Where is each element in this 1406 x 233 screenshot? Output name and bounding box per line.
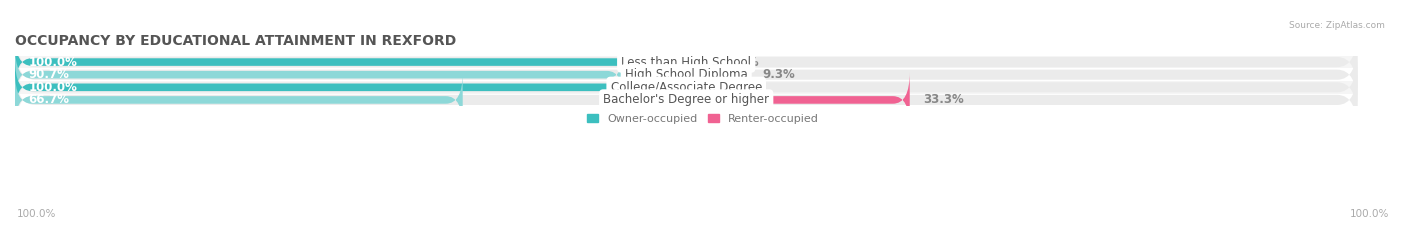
FancyBboxPatch shape [15, 42, 1357, 107]
Text: 100.0%: 100.0% [17, 209, 56, 219]
Text: 100.0%: 100.0% [28, 55, 77, 69]
Text: High School Diploma: High School Diploma [624, 68, 748, 81]
Text: OCCUPANCY BY EDUCATIONAL ATTAINMENT IN REXFORD: OCCUPANCY BY EDUCATIONAL ATTAINMENT IN R… [15, 34, 457, 48]
Text: 100.0%: 100.0% [28, 81, 77, 94]
Text: 66.7%: 66.7% [28, 93, 69, 106]
FancyBboxPatch shape [15, 55, 1357, 120]
Text: 0.0%: 0.0% [727, 55, 759, 69]
FancyBboxPatch shape [686, 47, 748, 103]
Bar [15, 68, 1357, 81]
Text: Less than High School: Less than High School [621, 55, 751, 69]
Legend: Owner-occupied, Renter-occupied: Owner-occupied, Renter-occupied [582, 110, 824, 128]
FancyBboxPatch shape [15, 72, 463, 128]
Text: 100.0%: 100.0% [1350, 209, 1389, 219]
FancyBboxPatch shape [686, 60, 713, 115]
Text: 9.3%: 9.3% [762, 68, 794, 81]
Text: College/Associate Degree: College/Associate Degree [610, 81, 762, 94]
FancyBboxPatch shape [15, 29, 1357, 95]
FancyBboxPatch shape [686, 72, 910, 128]
Text: 90.7%: 90.7% [28, 68, 69, 81]
FancyBboxPatch shape [15, 47, 624, 103]
Bar [15, 56, 1357, 68]
FancyBboxPatch shape [15, 67, 1357, 133]
FancyBboxPatch shape [15, 60, 686, 115]
Text: 0.0%: 0.0% [727, 81, 759, 94]
Bar [15, 81, 1357, 94]
Bar [15, 94, 1357, 106]
Text: 33.3%: 33.3% [924, 93, 965, 106]
Text: Bachelor's Degree or higher: Bachelor's Degree or higher [603, 93, 769, 106]
FancyBboxPatch shape [686, 34, 713, 90]
FancyBboxPatch shape [15, 34, 686, 90]
Text: Source: ZipAtlas.com: Source: ZipAtlas.com [1289, 21, 1385, 30]
